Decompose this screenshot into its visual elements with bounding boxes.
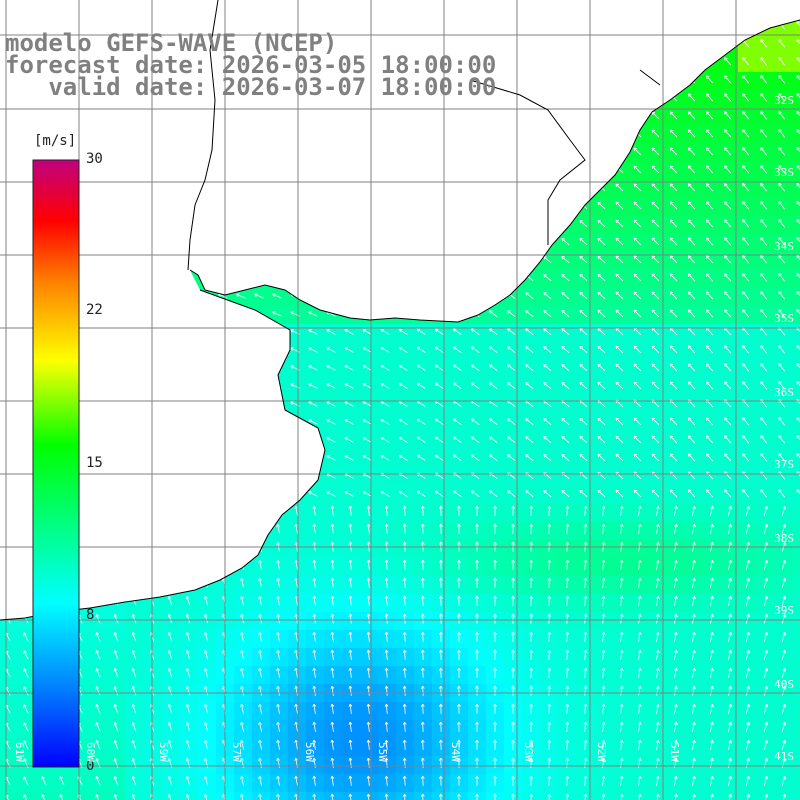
field-cell: [792, 234, 800, 253]
field-cell: [792, 414, 800, 433]
wind-arrow: [760, 39, 768, 48]
field-cell: [792, 594, 800, 613]
field-cell: [378, 792, 397, 800]
field-cell: [792, 774, 800, 793]
field-cell: [414, 792, 433, 800]
wind-arrow: [706, 75, 714, 84]
field-cell: [108, 792, 127, 800]
field-cell: [36, 792, 55, 800]
field-cell: [792, 90, 800, 109]
field-cell: [612, 792, 631, 800]
field-cell: [0, 792, 19, 800]
wind-arrow: [422, 523, 424, 534]
field-cell: [792, 216, 800, 235]
wind-arrow: [422, 505, 424, 516]
wind-arrow-head: [778, 39, 782, 43]
field-cell: [792, 306, 800, 325]
field-cell: [792, 36, 800, 55]
field-cell: [792, 360, 800, 379]
field-cell: [792, 432, 800, 451]
field-cell: [18, 792, 37, 800]
field-cell: [792, 108, 800, 127]
field-cell: [792, 540, 800, 559]
wind-arrow-head: [778, 75, 782, 79]
field-cell: [432, 792, 451, 800]
field-cell: [792, 288, 800, 307]
wind-arrow: [742, 75, 750, 84]
field-cell: [792, 630, 800, 649]
field-cell: [72, 792, 91, 800]
field-cell: [792, 468, 800, 487]
field-cell: [792, 180, 800, 199]
field-cell: [792, 252, 800, 271]
field-cell: [90, 792, 109, 800]
wind-arrow: [422, 577, 424, 588]
wind-arrow: [778, 57, 786, 66]
field-cell: [630, 792, 649, 800]
field-cell: [792, 396, 800, 415]
field-cell: [792, 270, 800, 289]
wind-arrow-head: [796, 20, 800, 25]
wind-arrow-head: [742, 57, 746, 61]
field-cell: [792, 72, 800, 91]
field-cell: [792, 162, 800, 181]
field-cell: [792, 18, 800, 37]
wind-arrow: [724, 75, 732, 84]
wind-arrow: [724, 57, 732, 66]
wind-arrow-head: [796, 56, 800, 61]
field-cell: [792, 720, 800, 739]
field-cell: [792, 702, 800, 721]
field-cell: [792, 666, 800, 685]
field-cell: [792, 126, 800, 145]
field-cell: [792, 342, 800, 361]
wind-arrow-head: [778, 57, 782, 61]
field-cell: [396, 792, 415, 800]
wind-arrow-head: [724, 57, 728, 61]
wind-arrow-head: [742, 75, 746, 79]
field-cell: [792, 612, 800, 631]
wind-arrow-head: [724, 75, 728, 79]
field-cell: [126, 792, 145, 800]
field-cell: [792, 486, 800, 505]
wind-arrow: [778, 39, 786, 48]
field-cell: [792, 54, 800, 73]
field-cell: [792, 504, 800, 523]
field-cell: [54, 792, 73, 800]
wind-arrow-head: [796, 38, 800, 43]
field-cell: [792, 324, 800, 343]
wind-arrow-head: [706, 75, 710, 79]
field-cell: [792, 378, 800, 397]
field-cell: [792, 198, 800, 217]
wind-arrow-head: [760, 75, 764, 79]
wind-arrow: [422, 559, 424, 570]
field-cell: [792, 792, 800, 800]
wind-arrow: [742, 57, 750, 66]
field-cell: [648, 792, 667, 800]
wind-arrow: [760, 57, 768, 66]
wind-arrow: [760, 75, 768, 84]
wind-arrow-head: [796, 74, 800, 79]
field-cell: [792, 522, 800, 541]
field-cell: [792, 450, 800, 469]
wind-arrow-head: [760, 39, 764, 43]
wind-arrow-head: [760, 57, 764, 61]
field-cell: [792, 576, 800, 595]
field-cell: [792, 648, 800, 667]
field-cell: [666, 792, 685, 800]
field-cell: [792, 756, 800, 775]
field-cell: [792, 738, 800, 757]
field-cell: [792, 558, 800, 577]
field-cell: [792, 144, 800, 163]
wind-arrow: [778, 75, 786, 84]
